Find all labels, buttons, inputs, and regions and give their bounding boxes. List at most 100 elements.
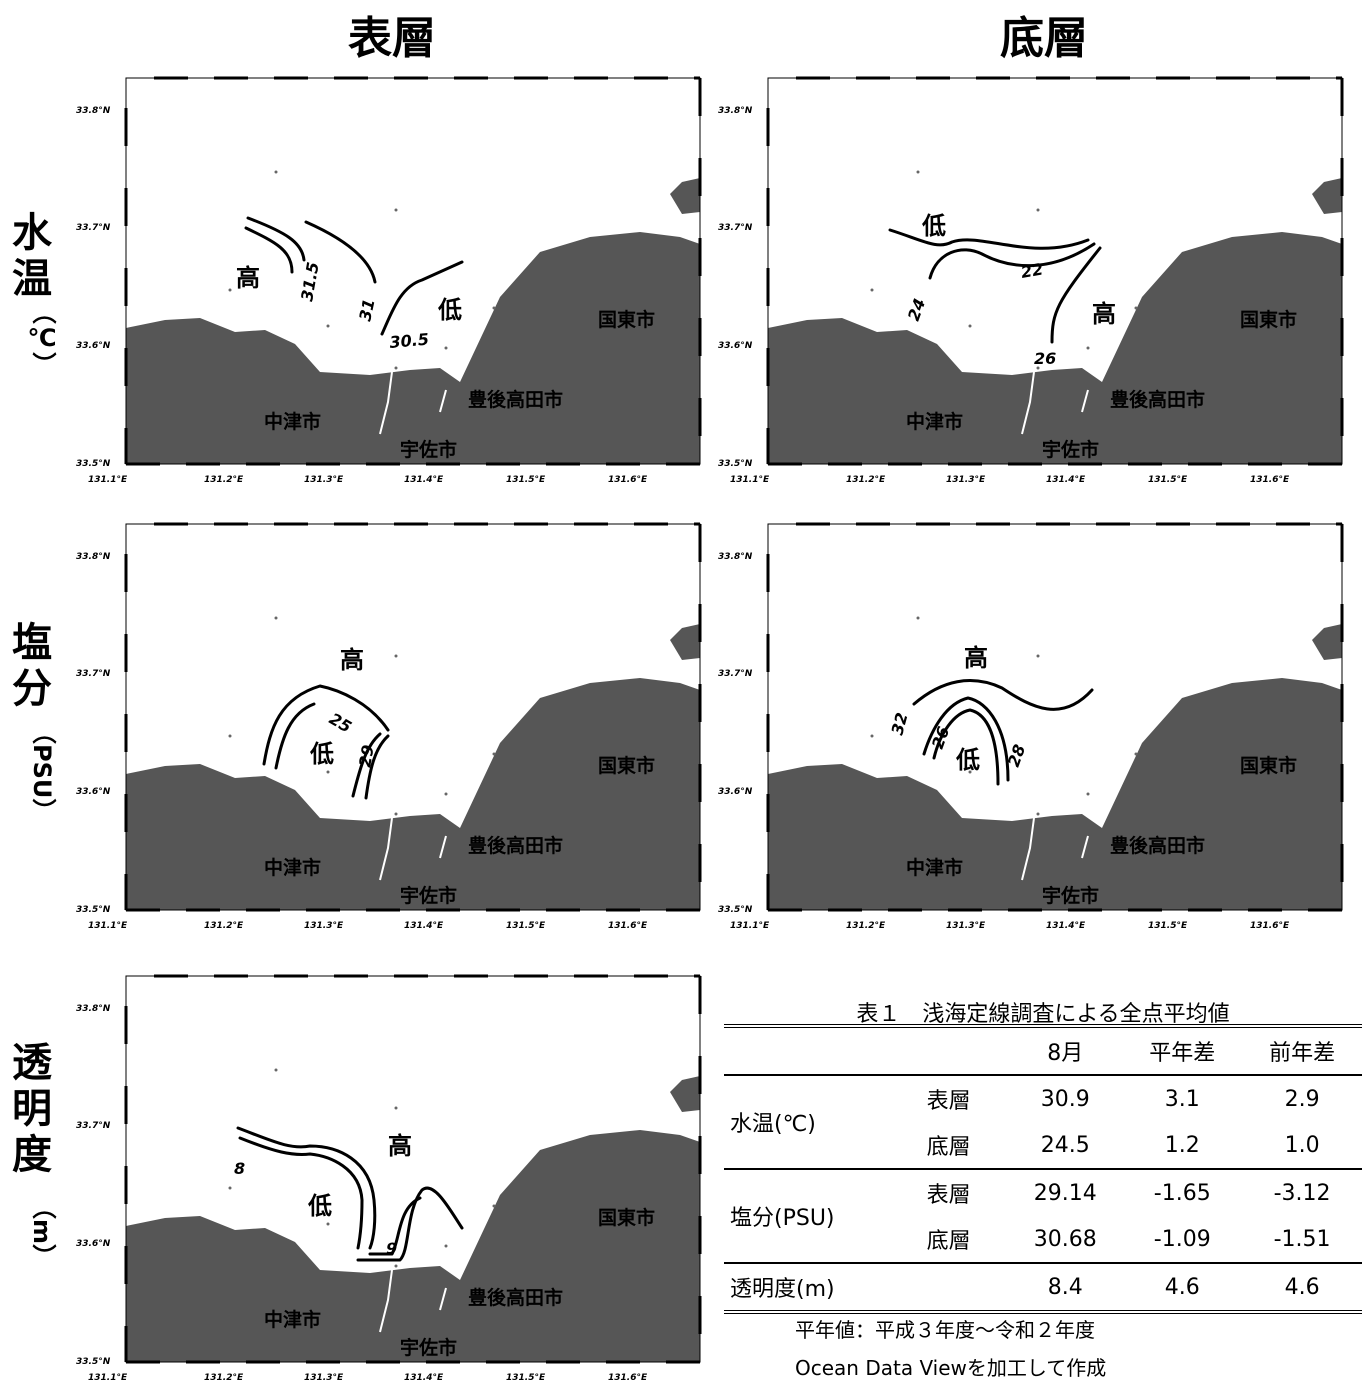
table-layer-cell: 底層 — [926, 1135, 971, 1160]
table-cell: 2.9 — [1284, 1086, 1320, 1112]
place-bungotakada: 豊後高田市 — [468, 1286, 563, 1309]
land-mass — [126, 678, 700, 910]
land-mass — [768, 232, 1342, 464]
lon-label: 131.5°E — [1148, 921, 1188, 931]
station-dot — [492, 306, 496, 310]
station-dot — [492, 1204, 496, 1208]
station-dot — [492, 752, 496, 756]
lon-label: 131.3°E — [304, 921, 344, 931]
marker-high: 高 — [964, 644, 988, 672]
place-nakatsu: 中津市 — [906, 856, 963, 879]
place-usa: 宇佐市 — [1042, 884, 1099, 907]
station-dot — [394, 366, 398, 370]
contour-label: 31 — [355, 297, 378, 323]
station-dot — [394, 1106, 398, 1110]
map-svg: 33.8°N 33.7°N 33.6°N 33.5°N 131.1°E 131.2°E 13… — [718, 522, 1344, 931]
contour-line — [351, 732, 382, 798]
table-layer-cell: 底層 — [926, 1229, 971, 1254]
station-dot — [870, 734, 874, 738]
lon-label: 131.2°E — [846, 921, 886, 931]
place-bungotakada: 豊後高田市 — [468, 834, 563, 857]
land-mass — [768, 678, 1342, 910]
lon-label: 131.1°E — [730, 475, 770, 485]
table-layer-cell: 表層 — [926, 1183, 971, 1208]
river — [1021, 817, 1035, 881]
river — [379, 817, 393, 881]
lon-label: 131.5°E — [1148, 475, 1188, 485]
contour-line — [380, 260, 464, 336]
table-cell: 4.6 — [1164, 1274, 1200, 1300]
station-dot — [1134, 752, 1138, 756]
lat-label: 33.7°N — [718, 223, 753, 233]
contour-label: 30.5 — [389, 330, 430, 352]
contour-line — [356, 1186, 464, 1262]
table-cell: 1.2 — [1164, 1132, 1200, 1158]
table-cell: 1.0 — [1284, 1132, 1320, 1158]
river — [379, 371, 393, 435]
lon-label: 131.4°E — [404, 1373, 444, 1383]
contour-line — [246, 216, 306, 262]
river — [379, 1269, 393, 1333]
station-dot — [274, 1068, 278, 1072]
table-cell: 30.9 — [1040, 1086, 1090, 1112]
place-kunisaki: 国東市 — [1240, 308, 1297, 331]
contour-label: 26 — [1034, 349, 1056, 368]
lon-label: 131.5°E — [506, 475, 546, 485]
place-nakatsu: 中津市 — [264, 410, 321, 433]
table-cell: 30.68 — [1033, 1226, 1097, 1252]
station-dot — [444, 346, 448, 350]
station-dot — [968, 770, 972, 774]
station-dot — [326, 770, 330, 774]
lat-label: 33.8°N — [718, 552, 753, 562]
station-dot — [1134, 306, 1138, 310]
island — [670, 624, 700, 660]
island — [670, 1076, 700, 1112]
place-kunisaki: 国東市 — [1240, 754, 1297, 777]
lat-label: 33.8°N — [718, 106, 753, 116]
lat-label: 33.7°N — [76, 1121, 111, 1131]
map-svg: 33.8°N 33.7°N 33.6°N 33.5°N 131.1°E 131.2°E 13… — [76, 974, 702, 1383]
river — [439, 835, 447, 859]
lon-label: 131.2°E — [204, 1373, 244, 1383]
lat-label: 33.5°N — [76, 459, 111, 469]
river — [1081, 389, 1089, 413]
table-cell: -1.65 — [1153, 1180, 1211, 1206]
table-cell: -1.09 — [1153, 1226, 1211, 1252]
contour-line — [888, 228, 1090, 250]
contour-line — [922, 696, 1010, 782]
table-row: 水温(℃) 表層 30.9 3.1 2.9 — [724, 1075, 1362, 1137]
lon-label: 131.6°E — [1250, 475, 1290, 485]
station-dot — [916, 170, 920, 174]
contour-label: 29 — [355, 743, 378, 768]
station-dot — [228, 1186, 232, 1190]
table-caption: 表１ 浅海定線調査による全点平均値 — [856, 1002, 1230, 1027]
lon-label: 131.4°E — [1046, 921, 1086, 931]
place-bungotakada: 豊後高田市 — [1110, 388, 1205, 411]
lon-label: 131.1°E — [88, 921, 128, 931]
land-mass — [126, 1130, 700, 1362]
table-cell: -3.12 — [1273, 1180, 1331, 1206]
table-cell: 8.4 — [1047, 1274, 1083, 1300]
place-usa: 宇佐市 — [400, 884, 457, 907]
table-group-label: 透明度(m) — [730, 1277, 835, 1302]
lat-label: 33.8°N — [76, 106, 111, 116]
lat-label: 33.7°N — [76, 669, 111, 679]
table-cell: -1.51 — [1273, 1226, 1331, 1252]
table-row: 底層 30.68 -1.09 -1.51 — [724, 1216, 1362, 1263]
note-normal-period: 平年値：平成３年度～令和２年度 — [795, 1318, 1095, 1342]
station-dot — [326, 1222, 330, 1226]
lon-label: 131.1°E — [88, 1373, 128, 1383]
table-cell: 4.6 — [1284, 1274, 1320, 1300]
marker-low: 低 — [437, 296, 462, 324]
map-svg: 33.8°N 33.7°N 33.6°N 33.5°N 131.1°E 131.2°E 13… — [76, 76, 702, 485]
lon-label: 131.2°E — [204, 475, 244, 485]
row-label-salinity: 塩分 — [12, 620, 52, 712]
station-dot — [444, 1244, 448, 1248]
lon-label: 131.5°E — [506, 921, 546, 931]
lon-label: 131.5°E — [506, 1373, 546, 1383]
station-dot — [228, 734, 232, 738]
station-dot — [1086, 346, 1090, 350]
row-unit-temperature: （℃） — [28, 300, 56, 376]
contour-line — [304, 220, 377, 284]
station-dot — [394, 812, 398, 816]
